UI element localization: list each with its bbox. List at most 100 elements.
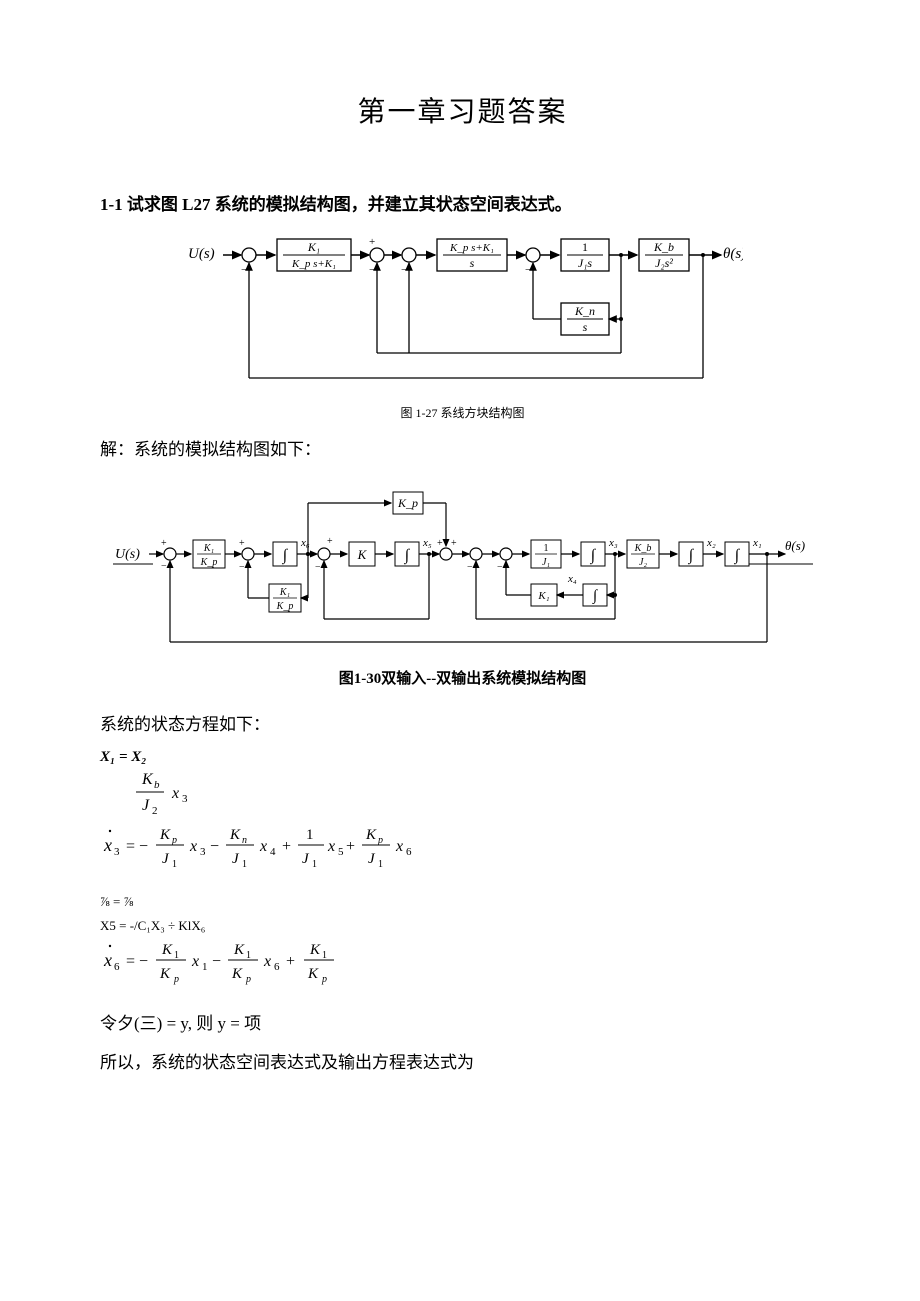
svg-text:−: − [210,838,219,855]
svg-text:1: 1 [312,859,317,870]
svg-text:K_p s+K₁: K_p s+K₁ [291,258,336,270]
svg-text:3: 3 [200,846,206,858]
svg-text:K_b: K_b [652,240,673,254]
svg-text:+: + [282,838,291,855]
svg-text:1: 1 [246,950,251,961]
svg-text:K₁: K₁ [537,590,549,602]
svg-text:x₅: x₅ [422,537,432,549]
svg-text:J₂: J₂ [639,557,647,568]
document-page: 第一章习题答案 1-1 试求图 L27 系统的模拟结构图，并建立其状态空间表达式… [0,0,920,1127]
svg-text:1: 1 [322,950,327,961]
figure-2: U(s) + − K₁ K_p + − ∫ x₆ − [100,474,825,659]
svg-text:s: s [582,320,587,334]
svg-text:+: + [286,953,295,970]
svg-text:x: x [171,785,179,802]
svg-text:4: 4 [270,846,276,858]
svg-text:1: 1 [306,827,314,843]
svg-text:J: J [162,851,170,867]
state-equations-intro: 系统的状态方程如下： [100,710,825,735]
svg-text:K_n: K_n [573,304,594,318]
svg-text:x₂: x₂ [706,537,716,549]
svg-text:1: 1 [242,859,247,870]
svg-text:K₁: K₁ [278,587,289,598]
svg-text:K_p: K_p [199,557,217,568]
svg-text:J: J [302,851,310,867]
svg-text:x₁: x₁ [752,537,762,549]
svg-text:+: + [369,236,375,248]
svg-text:3: 3 [114,846,120,858]
svg-text:−: − [315,562,321,573]
svg-text:∫: ∫ [281,547,288,565]
equation-6: x 6 = − K 1 K p x 1 − K 1 K p x 6 + K 1 … [100,938,825,995]
svg-text:K: K [365,827,377,843]
svg-text:+: + [346,838,355,855]
equation-1: X₁ = X₂ [100,749,825,766]
svg-text:J: J [142,797,150,814]
svg-text:∫: ∫ [591,588,598,604]
svg-text:θ(s): θ(s) [723,246,743,262]
svg-text:6: 6 [114,961,120,973]
svg-text:1: 1 [543,543,548,554]
svg-text:s: s [469,256,474,270]
svg-text:U(s): U(s) [115,547,140,562]
svg-text:J₂s²: J₂s² [655,256,673,270]
svg-text:K: K [159,827,171,843]
svg-text:p: p [245,974,251,985]
svg-text:−: − [525,264,531,276]
svg-text:J: J [232,851,240,867]
svg-text:6: 6 [274,961,280,973]
svg-text:∫: ∫ [687,547,694,565]
svg-text:K: K [233,942,245,958]
svg-text:K: K [307,966,319,982]
svg-text:x: x [263,953,271,970]
therefore-para: 所以，系统的状态空间表达式及输出方程表达式为 [100,1048,825,1073]
svg-text:+: + [239,538,245,549]
svg-text:3: 3 [182,793,188,805]
figure-2-caption: 图1-30双输入--双输出系统模拟结构图 [100,667,825,688]
svg-text:θ(s): θ(s) [785,538,805,553]
block-diagram-1: U(s) K₁ K_p s+K₁ + − − K_p s+K₁ s [183,233,743,393]
svg-text:K_p: K_p [396,496,417,510]
svg-text:n: n [242,835,247,846]
problem-text: 试求图 L27 系统的模拟结构图，并建立其状态空间表达式。 [127,195,572,214]
svg-text:−: − [467,562,473,573]
equation-4: ⅞ = ⅞ [100,894,825,910]
svg-text:K₁: K₁ [202,543,213,554]
svg-text:2: 2 [152,805,158,814]
svg-text:−: − [401,264,407,276]
figure-1-caption: 图 1-27 系线方块结构图 [100,404,825,421]
svg-text:p: p [377,835,383,846]
svg-text:+: + [161,538,167,549]
svg-text:−: − [161,561,167,572]
svg-text:1: 1 [174,950,179,961]
svg-text:x: x [103,835,112,855]
svg-text:= −: = − [126,953,148,970]
problem-number: 1-1 [100,195,123,214]
svg-text:K: K [159,966,171,982]
svg-text:+: + [437,538,443,549]
svg-text:K: K [356,547,367,562]
equation-5: X5 = -/C₁X₃ ÷ KlX₆ [100,918,825,934]
svg-text:K_p s+K₁: K_p s+K₁ [449,242,494,254]
svg-text:K: K [141,771,154,788]
svg-text:b: b [154,779,160,791]
svg-text:−: − [239,562,245,573]
svg-text:x₃: x₃ [608,537,618,549]
svg-text:−: − [497,562,503,573]
svg-text:K₁: K₁ [306,240,319,254]
svg-text:J₁s: J₁s [577,256,591,270]
svg-text:+: + [327,536,333,547]
svg-text:J₁: J₁ [542,557,550,568]
svg-text:x: x [327,838,335,855]
svg-text:−: − [212,953,221,970]
svg-text:−: − [369,264,375,276]
equation-2: K b J 2 x 3 [130,770,825,819]
svg-text:+: + [451,538,457,549]
svg-text:∫: ∫ [403,547,410,565]
svg-text:1: 1 [378,859,383,870]
svg-text:∫: ∫ [589,547,596,565]
svg-text:∫: ∫ [733,547,740,565]
svg-text:x: x [395,838,403,855]
svg-text:1: 1 [202,961,208,973]
svg-text:p: p [173,974,179,985]
